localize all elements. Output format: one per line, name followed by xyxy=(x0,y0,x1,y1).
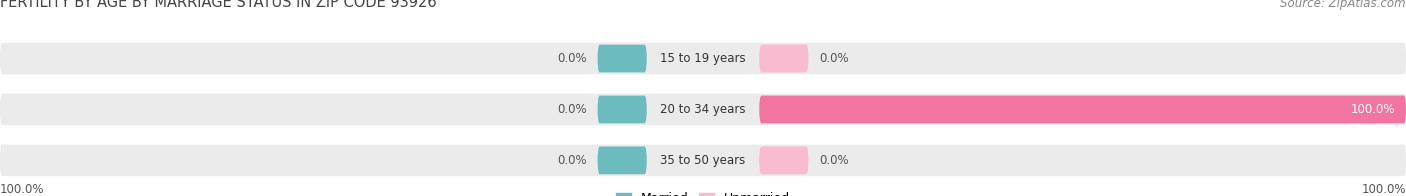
FancyBboxPatch shape xyxy=(598,146,647,174)
FancyBboxPatch shape xyxy=(0,43,1406,74)
Text: FERTILITY BY AGE BY MARRIAGE STATUS IN ZIP CODE 93926: FERTILITY BY AGE BY MARRIAGE STATUS IN Z… xyxy=(0,0,437,10)
Text: Source: ZipAtlas.com: Source: ZipAtlas.com xyxy=(1281,0,1406,10)
Text: 100.0%: 100.0% xyxy=(0,183,45,196)
Text: 35 to 50 years: 35 to 50 years xyxy=(661,154,745,167)
FancyBboxPatch shape xyxy=(759,96,1406,123)
Text: 15 to 19 years: 15 to 19 years xyxy=(661,52,745,65)
Text: 0.0%: 0.0% xyxy=(557,52,588,65)
Legend: Married, Unmarried: Married, Unmarried xyxy=(616,192,790,196)
Text: 0.0%: 0.0% xyxy=(557,103,588,116)
Text: 0.0%: 0.0% xyxy=(557,154,588,167)
FancyBboxPatch shape xyxy=(0,94,1406,125)
Text: 0.0%: 0.0% xyxy=(818,52,849,65)
FancyBboxPatch shape xyxy=(598,45,647,73)
Text: 100.0%: 100.0% xyxy=(1361,183,1406,196)
Text: 100.0%: 100.0% xyxy=(1351,103,1395,116)
FancyBboxPatch shape xyxy=(759,45,808,73)
FancyBboxPatch shape xyxy=(598,96,647,123)
FancyBboxPatch shape xyxy=(759,146,808,174)
Text: 20 to 34 years: 20 to 34 years xyxy=(661,103,745,116)
Text: 0.0%: 0.0% xyxy=(818,154,849,167)
FancyBboxPatch shape xyxy=(0,145,1406,176)
